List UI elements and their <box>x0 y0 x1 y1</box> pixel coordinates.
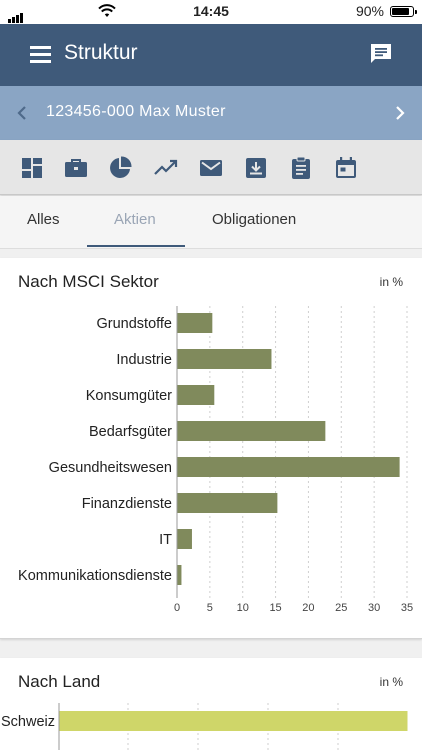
app-header: Struktur <box>0 24 422 86</box>
bar <box>177 529 192 549</box>
pie-chart-icon[interactable] <box>108 156 132 180</box>
country-chart-unit: in % <box>379 675 403 689</box>
trending-up-icon[interactable] <box>154 156 178 180</box>
sector-chart-unit: in % <box>379 275 403 289</box>
x-tick-label: 0 <box>174 602 180 614</box>
page-title: Struktur <box>64 41 138 64</box>
x-tick-label: 25 <box>335 602 347 614</box>
category-label: Bedarfsgüter <box>89 424 172 440</box>
mail-icon[interactable] <box>199 156 223 180</box>
account-label: 123456-000 Max Muster <box>46 103 226 120</box>
x-tick-label: 35 <box>401 602 413 614</box>
x-tick-label: 15 <box>269 602 281 614</box>
bar <box>177 349 272 369</box>
dashboard-icon[interactable] <box>20 156 44 180</box>
category-label: Finanzdienste <box>82 496 172 512</box>
bar <box>177 421 326 441</box>
signal-icon <box>8 7 24 23</box>
x-tick-label: 20 <box>302 602 314 614</box>
clipboard-icon[interactable] <box>289 156 313 180</box>
category-label: Industrie <box>116 352 172 368</box>
calendar-icon[interactable] <box>334 156 358 180</box>
download-icon[interactable] <box>244 156 268 180</box>
account-selector: 123456-000 Max Muster <box>0 86 422 140</box>
status-bar: 14:45 90% <box>0 0 422 24</box>
chevron-left-icon[interactable] <box>16 105 28 121</box>
category-label: Kommunikationsdienste <box>18 568 172 584</box>
category-label: Gesundheitswesen <box>49 460 172 476</box>
bar <box>177 565 182 585</box>
active-tab-indicator <box>87 245 185 247</box>
status-time: 14:45 <box>193 3 229 19</box>
briefcase-icon[interactable] <box>64 156 88 180</box>
chat-icon[interactable] <box>369 42 393 66</box>
sector-chart: 0 5 10 15 20 25 30 35 Grundstoffe Industrie Konsum… <box>18 306 413 614</box>
x-tick-label: 10 <box>237 602 249 614</box>
x-tick-label: 30 <box>368 602 380 614</box>
category-label: Grundstoffe <box>96 316 172 332</box>
bar <box>177 385 215 405</box>
bar <box>59 711 408 731</box>
x-tick-label: 5 <box>207 602 213 614</box>
tab-obligationen[interactable]: Obligationen <box>212 211 297 228</box>
tab-aktien[interactable]: Aktien <box>114 211 156 228</box>
bar <box>177 457 400 477</box>
sector-chart-title: Nach MSCI Sektor <box>18 272 159 291</box>
battery-icon <box>390 6 417 17</box>
menu-icon[interactable] <box>30 45 52 63</box>
sector-chart-card: Nach MSCI Sektor in % 0 5 10 15 20 25 30 35 Grun… <box>0 258 422 639</box>
category-label: Konsumgüter <box>86 388 172 404</box>
bar <box>177 493 278 513</box>
chevron-right-icon[interactable] <box>394 105 406 121</box>
battery-percentage: 90% <box>355 3 384 19</box>
country-chart-card: Nach Land in % Schweiz <box>0 658 422 750</box>
wifi-icon <box>98 4 116 17</box>
country-chart-title: Nach Land <box>18 672 101 691</box>
section-toolbar <box>0 140 422 195</box>
category-label: IT <box>159 532 172 548</box>
tab-alles[interactable]: Alles <box>27 211 60 228</box>
category-label: Schweiz <box>1 714 55 730</box>
tab-bar: Alles Aktien Obligationen <box>0 196 422 249</box>
country-chart: Schweiz <box>1 703 408 750</box>
bar <box>177 313 213 333</box>
